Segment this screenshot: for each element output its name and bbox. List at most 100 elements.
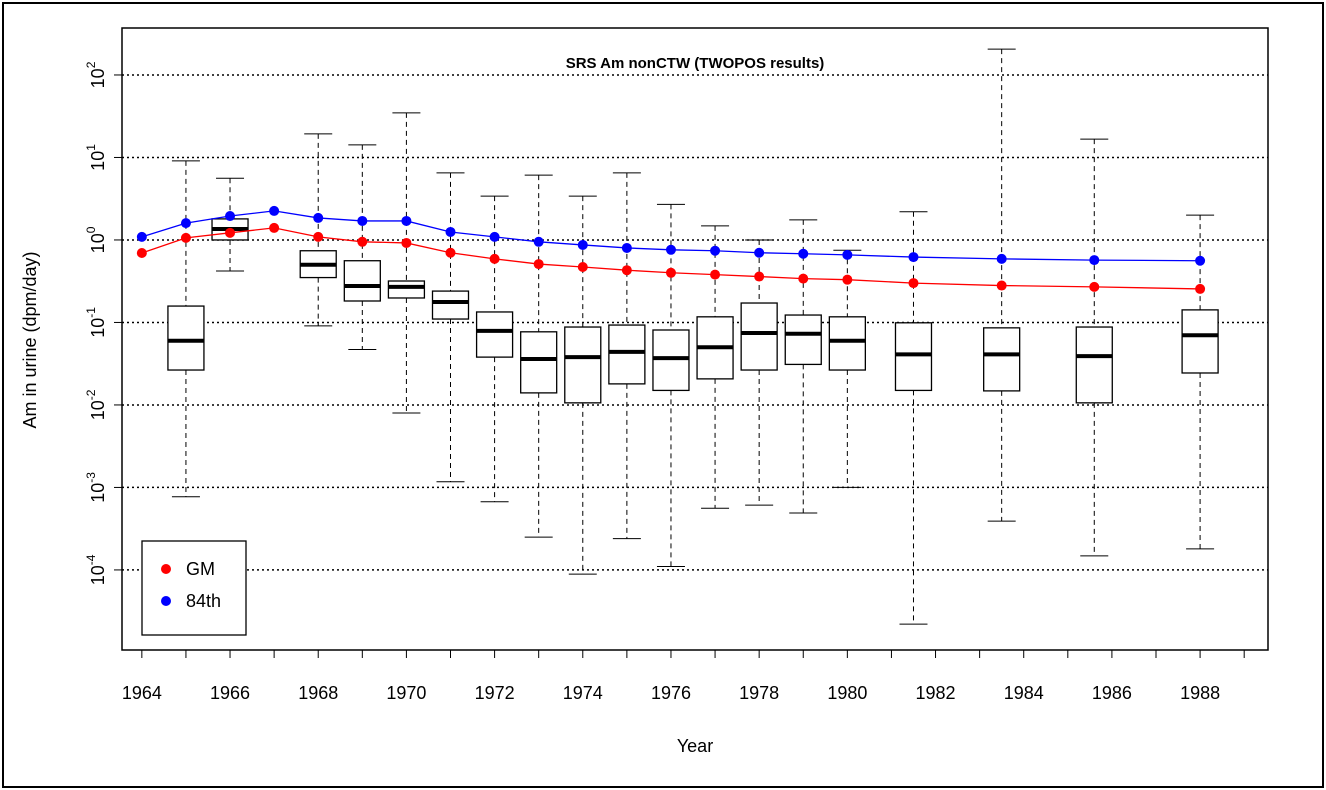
series-point: [313, 231, 324, 242]
legend-marker: [161, 596, 171, 606]
box: [1075, 326, 1113, 404]
series-point: [533, 259, 544, 270]
series-point: [533, 236, 544, 247]
series-point: [842, 249, 853, 260]
series-point: [665, 267, 676, 278]
series-point: [269, 205, 280, 216]
y-tick-base: 10: [88, 483, 108, 503]
y-tick-label: 10-4: [84, 554, 108, 585]
series-point: [996, 253, 1007, 264]
series-point: [1195, 255, 1206, 266]
series-point: [908, 252, 919, 263]
series-point: [710, 245, 721, 256]
y-tick-label: 10-1: [84, 307, 108, 338]
y-tick-label: 100: [84, 226, 108, 253]
y-tick-exponent: -2: [84, 389, 98, 400]
series-point: [313, 212, 324, 223]
series-point: [754, 271, 765, 282]
x-tick-label: 1972: [475, 683, 515, 703]
y-tick-exponent: -1: [84, 307, 98, 318]
series-point: [1195, 283, 1206, 294]
x-tick-label: 1970: [386, 683, 426, 703]
y-tick-exponent: 0: [84, 226, 98, 233]
series-point: [798, 273, 809, 284]
series-point: [445, 247, 456, 258]
series-point: [357, 215, 368, 226]
y-tick-base: 10: [88, 68, 108, 88]
box: [608, 324, 646, 385]
x-tick-label: 1982: [916, 683, 956, 703]
series-point: [665, 244, 676, 255]
y-tick-exponent: -3: [84, 472, 98, 483]
box: [894, 322, 933, 392]
series-point: [225, 227, 236, 238]
series-point: [1089, 281, 1100, 292]
series-point: [489, 231, 500, 242]
x-tick-label: 1980: [827, 683, 867, 703]
box: [564, 326, 602, 404]
series-point: [621, 242, 632, 253]
x-tick-label: 1976: [651, 683, 691, 703]
series-point: [577, 239, 588, 250]
series-point: [908, 278, 919, 289]
y-tick-base: 10: [88, 233, 108, 253]
x-tick-label: 1988: [1180, 683, 1220, 703]
x-tick-label: 1966: [210, 683, 250, 703]
y-tick-base: 10: [88, 151, 108, 171]
series-point: [577, 262, 588, 273]
x-tick-label: 1968: [298, 683, 338, 703]
legend-label: 84th: [186, 591, 221, 611]
series-point: [136, 247, 147, 258]
x-axis-label: Year: [677, 736, 713, 756]
y-tick-label: 102: [84, 61, 108, 88]
box: [983, 327, 1021, 392]
legend-label: GM: [186, 559, 215, 579]
box: [784, 314, 822, 366]
x-tick-label: 1984: [1004, 683, 1044, 703]
y-tick-label: 10-2: [84, 389, 108, 420]
series-point: [842, 274, 853, 285]
y-tick-label: 10-3: [84, 472, 108, 503]
y-axis-label: Am in urine (dpm/day): [20, 251, 40, 428]
y-tick-exponent: -4: [84, 554, 98, 565]
box: [1181, 309, 1219, 374]
box: [167, 305, 205, 371]
plot-border: [121, 27, 1269, 651]
y-tick-base: 10: [88, 400, 108, 420]
x-tick-label: 1986: [1092, 683, 1132, 703]
series-point: [621, 265, 632, 276]
box: [475, 311, 514, 358]
y-tick-base: 10: [88, 565, 108, 585]
box: [520, 331, 558, 394]
box: [431, 290, 470, 320]
chart-title: SRS Am nonCTW (TWOPOS results): [566, 55, 825, 72]
series-point: [357, 236, 368, 247]
x-tick-label: 1978: [739, 683, 779, 703]
series-point: [401, 215, 412, 226]
series-point: [136, 231, 147, 242]
series-point: [225, 211, 236, 222]
y-tick-label: 101: [84, 144, 108, 171]
y-tick-exponent: 1: [84, 144, 98, 151]
legend-marker: [161, 564, 171, 574]
legend-box: [141, 540, 247, 636]
box: [740, 302, 778, 371]
box: [343, 260, 381, 302]
series-point: [710, 269, 721, 280]
series-point: [180, 218, 191, 229]
series-point: [754, 247, 765, 258]
x-tick-label: 1974: [563, 683, 603, 703]
box: [828, 316, 866, 371]
series-point: [489, 253, 500, 264]
box: [387, 280, 426, 299]
series-point: [269, 222, 280, 233]
series-point: [798, 248, 809, 259]
y-tick-base: 10: [88, 318, 108, 338]
series-point: [996, 280, 1007, 291]
series-point: [180, 232, 191, 243]
series-point: [401, 237, 412, 248]
series-point: [445, 226, 456, 237]
